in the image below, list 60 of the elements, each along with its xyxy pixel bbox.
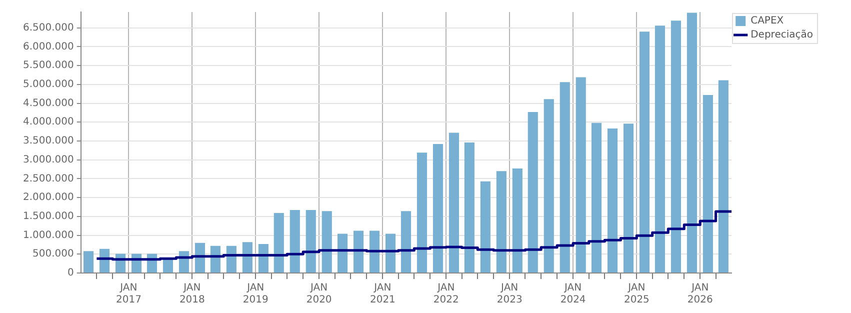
bar (718, 80, 728, 272)
bar (512, 168, 522, 272)
bar (338, 234, 348, 272)
bar (702, 94, 713, 272)
x-tick-label: JAN 2024 (560, 282, 586, 306)
bar (448, 132, 459, 272)
bar (210, 246, 220, 272)
y-tick-label: 3.000.000 (22, 154, 74, 166)
bar (464, 142, 474, 272)
x-tick-label: JAN 2018 (179, 282, 205, 306)
y-tick-label: 2.000.000 (22, 192, 74, 204)
bar (592, 122, 602, 272)
y-tick-label: 4.500.000 (22, 98, 74, 109)
y-tick-label: 0 (68, 268, 74, 279)
bar (290, 210, 300, 272)
legend-label: Depreciação (750, 30, 814, 41)
y-tick-label: 6.500.000 (22, 22, 74, 34)
bar (400, 211, 412, 272)
bar (242, 242, 252, 272)
x-tick-label: JAN 2026 (687, 282, 713, 306)
bar (385, 234, 396, 272)
bar (226, 246, 236, 272)
x-tick-label: JAN 2017 (116, 282, 142, 306)
bar (496, 171, 506, 272)
bar (544, 99, 554, 272)
y-tick-label: 2.500.000 (22, 173, 74, 184)
y-tick-label: 3.500.000 (22, 136, 74, 147)
x-tick-label: JAN 2019 (242, 282, 268, 306)
y-tick-label: 5.000.000 (22, 79, 74, 90)
bar (623, 124, 634, 272)
bar (528, 112, 538, 272)
y-tick-label: 500.000 (32, 248, 74, 260)
y-tick-label: 1.000.000 (22, 230, 74, 241)
bar (354, 230, 364, 272)
x-tick-label: JAN 2021 (370, 282, 396, 306)
bar (322, 211, 332, 272)
bar (639, 32, 650, 272)
bar (576, 77, 586, 272)
x-tick-label: JAN 2022 (433, 282, 459, 306)
bar (432, 144, 444, 272)
x-tick-label: JAN 2025 (624, 282, 650, 306)
y-tick-label: 6.000.000 (22, 41, 74, 52)
bar (670, 20, 682, 272)
x-tick-label: JAN 2023 (496, 282, 522, 306)
legend-label: CAPEX (750, 16, 784, 27)
bar (84, 251, 94, 272)
x-tick-label: JAN 2020 (306, 282, 332, 306)
bar (607, 128, 618, 272)
bar (369, 230, 380, 272)
y-tick-label: 4.000.000 (22, 116, 74, 128)
bar (194, 242, 206, 272)
bar (416, 152, 428, 272)
y-tick-label: 5.500.000 (22, 60, 74, 72)
bar (686, 12, 697, 272)
bar (654, 26, 666, 272)
bar (560, 82, 570, 272)
bar (306, 210, 316, 272)
y-tick-label: 1.500.000 (22, 211, 74, 222)
bar (274, 213, 284, 272)
bar (480, 181, 490, 272)
